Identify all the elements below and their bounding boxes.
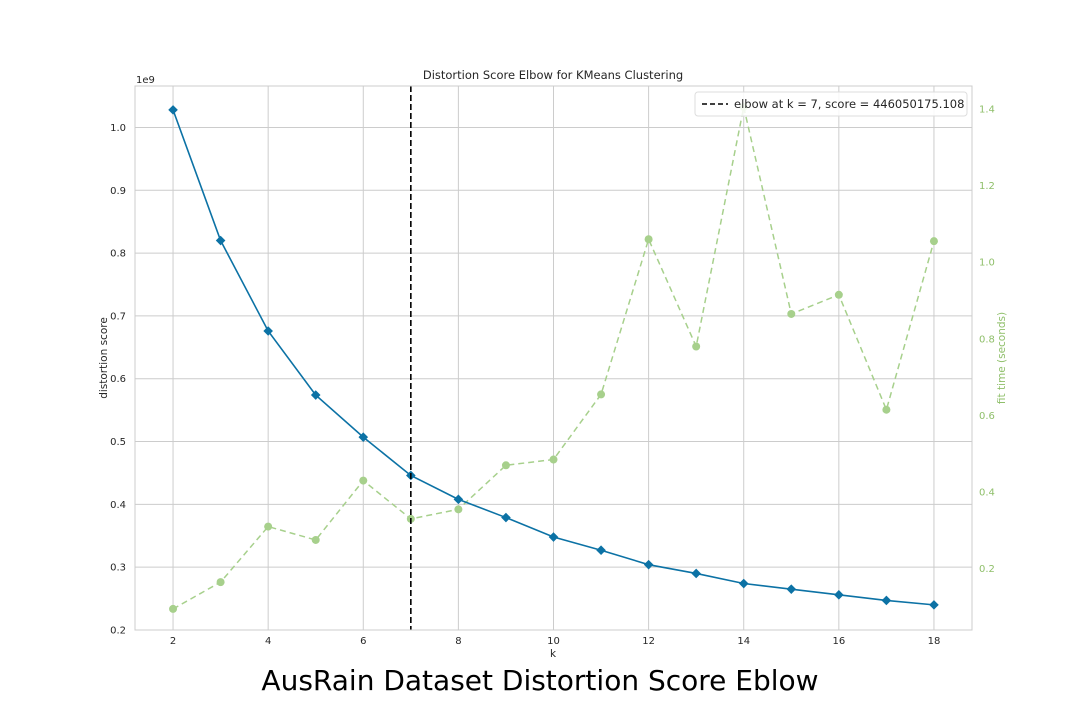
plot-frame — [134, 85, 973, 631]
distortion-point — [548, 532, 559, 542]
y2-tick-label: 0.2 — [979, 564, 995, 575]
fit-time-point — [929, 237, 938, 246]
fit-time-point — [501, 461, 510, 470]
legend-label: elbow at k = 7, score = 446050175.108 — [734, 97, 964, 111]
distortion-point — [168, 105, 178, 115]
distortion-series — [168, 105, 939, 610]
x-tick-label: 4 — [265, 636, 271, 647]
y-tick-label: 0.7 — [110, 311, 126, 322]
fit-time-point — [644, 235, 653, 244]
y2-tick-label: 0.6 — [979, 411, 995, 422]
distortion-point — [738, 578, 749, 589]
y2-tick-label: 0.4 — [979, 488, 995, 499]
distortion-point — [786, 584, 797, 594]
distortion-point — [691, 568, 701, 579]
y2-axis-title: fit time (seconds) — [996, 312, 1008, 404]
distortion-point — [929, 600, 939, 610]
chart-caption: AusRain Dataset Distortion Score Eblow — [261, 664, 819, 697]
distortion-point — [215, 235, 226, 246]
chart-title: Distortion Score Elbow for KMeans Cluste… — [423, 68, 683, 82]
y-offset-label: 1e9 — [136, 75, 155, 86]
distortion-point — [501, 512, 511, 523]
distortion-point — [358, 432, 369, 442]
legend-box — [694, 91, 968, 117]
y-tick-labels: 0.2 0.3 0.4 0.5 0.6 0.7 0.8 0.9 1.0 — [110, 123, 126, 637]
fit-time-point — [359, 476, 368, 485]
y-tick-label: 0.8 — [110, 249, 126, 260]
distortion-point — [310, 390, 321, 400]
x-tick-labels: 2 4 6 8 10 12 14 16 18 — [170, 636, 940, 647]
fit-time-point — [882, 405, 891, 414]
distortion-point — [263, 326, 273, 336]
y-tick-label: 0.5 — [110, 437, 126, 448]
fit-time-point — [216, 578, 225, 587]
fit-time-point — [549, 455, 558, 464]
y-tick-label: 0.9 — [110, 186, 126, 197]
distortion-point — [453, 494, 464, 505]
y-axis-title: distortion score — [98, 317, 110, 399]
x-tick-label: 6 — [360, 636, 366, 647]
fit-time-point — [597, 390, 606, 399]
y-tick-label: 1.0 — [110, 123, 126, 134]
fit-time-point — [787, 309, 796, 318]
x-tick-label: 8 — [455, 636, 461, 647]
y-tick-label: 0.4 — [110, 500, 126, 511]
distortion-point — [834, 590, 844, 600]
x-tick-label: 10 — [547, 636, 560, 647]
fit-time-point — [692, 342, 701, 351]
y-tick-label: 0.6 — [110, 374, 126, 385]
y2-tick-label: 1.0 — [979, 258, 995, 269]
y2-tick-label: 1.2 — [979, 181, 995, 192]
fit-time-point — [454, 505, 463, 514]
distortion-point — [881, 595, 892, 606]
y2-tick-label: 0.8 — [979, 334, 995, 345]
legend: elbow at k = 7, score = 446050175.108 — [694, 91, 968, 117]
x-tick-label: 18 — [928, 636, 941, 647]
y-tick-label: 0.3 — [110, 563, 126, 574]
x-tick-label: 12 — [642, 636, 655, 647]
fit-time-point — [264, 522, 273, 531]
x-axis-title: k — [550, 648, 557, 660]
fit-time-series — [169, 103, 938, 613]
fit-time-point — [311, 535, 320, 544]
x-tick-label: 16 — [832, 636, 845, 647]
y2-tick-label: 1.4 — [979, 104, 995, 115]
y-tick-label: 0.2 — [110, 626, 126, 637]
fit-time-point — [169, 604, 178, 613]
y2-tick-labels: 0.2 0.4 0.6 0.8 1.0 1.2 1.4 — [979, 104, 995, 575]
fit-time-point — [834, 290, 843, 299]
x-tick-label: 14 — [737, 636, 750, 647]
distortion-point — [643, 559, 654, 570]
x-tick-label: 2 — [170, 636, 176, 647]
elbow-chart: 2 4 6 8 10 12 14 16 18 0.2 0.3 0.4 0.5 0.6 0.7 0.8 0.9 1… — [98, 68, 1008, 660]
distortion-point — [596, 545, 606, 556]
